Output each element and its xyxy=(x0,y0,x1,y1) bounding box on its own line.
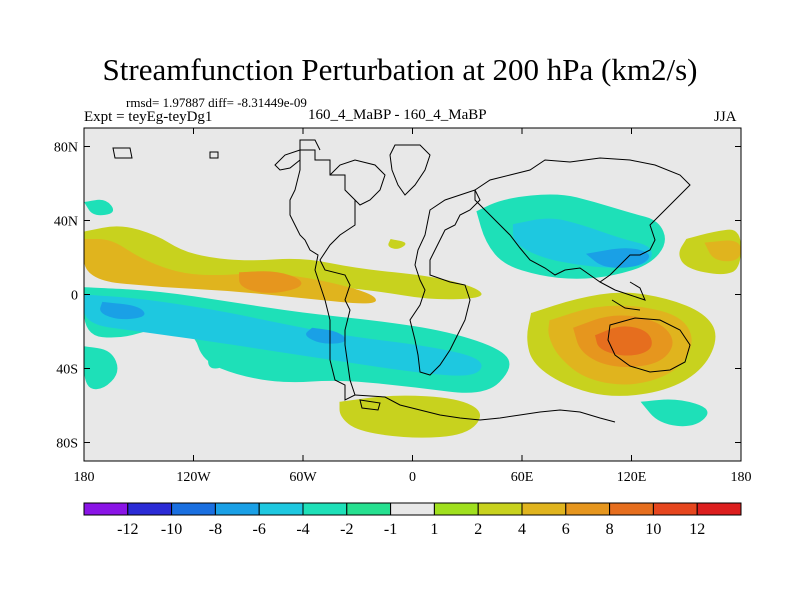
colorbar-swatch xyxy=(346,502,392,516)
region-pacific-east-positive-4 xyxy=(704,240,741,262)
region-n-tropical-positive xyxy=(84,239,376,304)
coastline-arctic-islands xyxy=(112,139,321,159)
colorbar-swatch xyxy=(302,502,348,516)
contour-regions xyxy=(84,194,741,438)
stats-line: rmsd= 1.97887 diff= -8.31449e-09 xyxy=(126,95,307,110)
colorbar-swatch xyxy=(433,502,479,516)
region-south-pacific-negative xyxy=(84,346,118,390)
x-tick-label: 180 xyxy=(74,470,95,485)
y-tick-label: 80N xyxy=(54,141,78,156)
colorbar-label: -2 xyxy=(340,521,353,538)
colorbar: -12 -10 -8 -6 -4 -2 -1 1 2 4 6 8 10 12 xyxy=(83,502,742,538)
region-s-hemisphere-core-2 xyxy=(306,327,346,344)
colorbar-swatch xyxy=(565,502,611,516)
colorbar-label: 4 xyxy=(518,521,526,538)
colorbar-label: 6 xyxy=(562,521,570,538)
region-north-pacific-negative xyxy=(84,199,114,216)
colorbar-swatch xyxy=(258,502,304,516)
experiment-label: Expt = teyEg-teyDg1 xyxy=(84,109,213,125)
x-tick-label: 0 xyxy=(409,470,416,485)
colorbar-swatch xyxy=(390,502,435,516)
coastline-southeast-asia xyxy=(599,281,646,311)
x-axis: 180 120W 60W 0 60E 120E 180 xyxy=(74,128,752,485)
run-comparison-label: 160_4_MaBP - 160_4_MaBP xyxy=(308,107,487,123)
colorbar-label: -8 xyxy=(209,521,222,538)
chart-title: Streamfunction Perturbation at 200 hPa (… xyxy=(102,52,698,87)
region-asia-core xyxy=(585,248,650,268)
colorbar-swatch xyxy=(127,502,173,516)
region-tiny-pacific-cell xyxy=(208,353,223,369)
x-tick-label: 120E xyxy=(617,470,647,485)
x-tick-label: 180 xyxy=(731,470,752,485)
coastline-europe-africa xyxy=(409,189,481,376)
colorbar-swatch xyxy=(214,502,260,516)
coastline-north-america xyxy=(274,149,386,206)
coastline-greenland xyxy=(389,144,431,196)
y-axis: 80N 40N 0 40S 80S xyxy=(54,141,741,452)
colorbar-label: 10 xyxy=(645,521,661,538)
colorbar-swatch xyxy=(696,502,742,516)
region-s-hemisphere-core-1 xyxy=(100,301,145,320)
y-tick-label: 40N xyxy=(54,215,78,230)
colorbar-label: -1 xyxy=(384,521,397,538)
colorbar-swatch xyxy=(83,502,129,516)
colorbar-label: 8 xyxy=(606,521,614,538)
colorbar-swatch xyxy=(652,502,698,516)
coastline-americas xyxy=(289,149,356,401)
y-tick-label: 80S xyxy=(56,437,78,452)
colorbar-label: 2 xyxy=(474,521,482,538)
region-southeast-pacific-negative xyxy=(640,399,708,427)
colorbar-swatch xyxy=(521,502,567,516)
colorbar-label: 12 xyxy=(689,521,705,538)
colorbar-label: -4 xyxy=(296,521,309,538)
colorbar-label: 1 xyxy=(430,521,438,538)
region-north-atlantic-cell xyxy=(388,239,406,249)
region-s-hemisphere-band-inner xyxy=(84,294,482,376)
region-south-ocean-positive xyxy=(339,395,481,438)
coastline-australia xyxy=(607,317,691,373)
coastline-antarctica xyxy=(354,394,616,423)
colorbar-swatch xyxy=(477,502,523,516)
colorbar-swatch xyxy=(609,502,654,516)
colorbar-label: -10 xyxy=(161,521,182,538)
coastlines xyxy=(112,139,691,423)
colorbar-label: -12 xyxy=(117,521,138,538)
y-tick-label: 0 xyxy=(71,289,78,304)
x-tick-label: 60W xyxy=(289,470,317,485)
coastline-eurasia xyxy=(474,157,691,283)
y-tick-label: 40S xyxy=(56,363,78,378)
x-tick-label: 60E xyxy=(511,470,534,485)
season-label: JJA xyxy=(714,109,737,125)
region-atlantic-core xyxy=(239,271,302,293)
region-n-atlantic-pacific-north xyxy=(84,226,482,300)
colorbar-label: -6 xyxy=(253,521,266,538)
colorbar-swatch xyxy=(171,502,216,516)
x-tick-label: 120W xyxy=(176,470,211,485)
